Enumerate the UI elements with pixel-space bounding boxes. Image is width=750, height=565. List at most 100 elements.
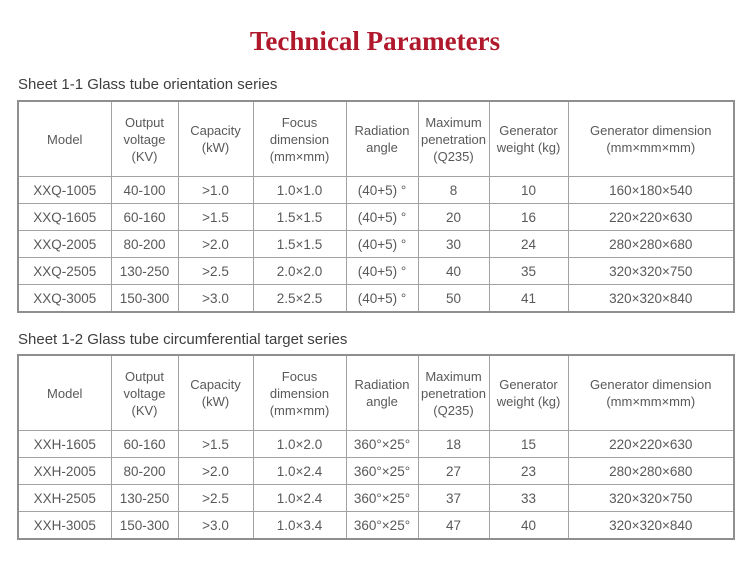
- page: Technical Parameters Sheet 1-1 Glass tub…: [0, 26, 750, 540]
- header-row: Model Output voltage (KV) Capacity (kW) …: [17, 354, 735, 431]
- cell-model: XXH-2505: [17, 484, 112, 512]
- cell-output-voltage: 130-250: [110, 484, 179, 512]
- cell-radiation-angle: 360°×25°: [345, 430, 419, 458]
- table-body: XXQ-1005 40-100 >1.0 1.0×1.0 (40+5) ° 8 …: [17, 176, 735, 313]
- cell-capacity: >2.0: [177, 230, 254, 258]
- table-body: XXH-1605 60-160 >1.5 1.0×2.0 360°×25° 18…: [17, 430, 735, 540]
- cell-radiation-angle: 360°×25°: [345, 484, 419, 512]
- cell-radiation-angle: (40+5) °: [345, 284, 419, 313]
- cell-capacity: >3.0: [177, 284, 254, 313]
- table-row: XXH-3005 150-300 >3.0 1.0×3.4 360°×25° 4…: [17, 511, 735, 540]
- page-title: Technical Parameters: [249, 26, 501, 56]
- cell-radiation-angle: (40+5) °: [345, 230, 419, 258]
- cell-generator-dimension: 280×280×680: [567, 230, 735, 258]
- cell-capacity: >1.0: [177, 176, 254, 204]
- cell-focus-dimension: 1.0×2.4: [252, 484, 347, 512]
- cell-model: XXH-1605: [17, 430, 112, 458]
- cell-capacity: >3.0: [177, 511, 254, 540]
- sheet-1-1-heading: Sheet 1-1 Glass tube orientation series: [18, 76, 278, 93]
- cell-generator-weight: 33: [488, 484, 569, 512]
- cell-focus-dimension: 1.0×2.4: [252, 457, 347, 485]
- cell-capacity: >1.5: [177, 203, 254, 231]
- cell-capacity: >2.5: [177, 484, 254, 512]
- col-header-generator-dimension: Generator dimension (mm×mm×mm): [567, 354, 735, 431]
- cell-capacity: >1.5: [177, 430, 254, 458]
- cell-output-voltage: 80-200: [110, 230, 179, 258]
- cell-capacity: >2.0: [177, 457, 254, 485]
- cell-focus-dimension: 2.5×2.5: [252, 284, 347, 313]
- cell-generator-weight: 23: [488, 457, 569, 485]
- table-row: XXQ-2505 130-250 >2.5 2.0×2.0 (40+5) ° 4…: [17, 257, 735, 285]
- table-row: XXQ-1005 40-100 >1.0 1.0×1.0 (40+5) ° 8 …: [17, 176, 735, 204]
- cell-generator-dimension: 220×220×630: [567, 203, 735, 231]
- col-header-radiation-angle: Radiation angle: [345, 100, 419, 177]
- cell-output-voltage: 150-300: [110, 511, 179, 540]
- cell-focus-dimension: 2.0×2.0: [252, 257, 347, 285]
- cell-focus-dimension: 1.0×2.0: [252, 430, 347, 458]
- cell-max-penetration: 40: [417, 257, 490, 285]
- glass-tube-circumferential-table: Model Output voltage (KV) Capacity (kW) …: [17, 354, 735, 540]
- cell-capacity: >2.5: [177, 257, 254, 285]
- cell-model: XXH-3005: [17, 511, 112, 540]
- cell-focus-dimension: 1.0×3.4: [252, 511, 347, 540]
- table-row: XXQ-1605 60-160 >1.5 1.5×1.5 (40+5) ° 20…: [17, 203, 735, 231]
- cell-generator-dimension: 320×320×750: [567, 484, 735, 512]
- cell-generator-dimension: 280×280×680: [567, 457, 735, 485]
- cell-output-voltage: 130-250: [110, 257, 179, 285]
- cell-model: XXH-2005: [17, 457, 112, 485]
- cell-radiation-angle: 360°×25°: [345, 457, 419, 485]
- col-header-capacity: Capacity (kW): [177, 354, 254, 431]
- col-header-focus-dimension: Focus dimension (mm×mm): [252, 100, 347, 177]
- cell-generator-dimension: 320×320×750: [567, 257, 735, 285]
- cell-radiation-angle: (40+5) °: [345, 257, 419, 285]
- cell-model: XXQ-1605: [17, 203, 112, 231]
- cell-generator-weight: 41: [488, 284, 569, 313]
- cell-generator-dimension: 220×220×630: [567, 430, 735, 458]
- col-header-generator-weight: Generator weight (kg): [488, 100, 569, 177]
- col-header-radiation-angle: Radiation angle: [345, 354, 419, 431]
- table-row: XXQ-2005 80-200 >2.0 1.5×1.5 (40+5) ° 30…: [17, 230, 735, 258]
- glass-tube-orientation-table: Model Output voltage (KV) Capacity (kW) …: [17, 100, 735, 313]
- cell-model: XXQ-1005: [17, 176, 112, 204]
- cell-focus-dimension: 1.5×1.5: [252, 230, 347, 258]
- section-sheet-1-1: Sheet 1-1 Glass tube orientation series …: [0, 76, 750, 313]
- cell-generator-dimension: 320×320×840: [567, 284, 735, 313]
- cell-radiation-angle: (40+5) °: [345, 203, 419, 231]
- cell-max-penetration: 50: [417, 284, 490, 313]
- cell-max-penetration: 37: [417, 484, 490, 512]
- table-header: Model Output voltage (KV) Capacity (kW) …: [17, 354, 735, 431]
- cell-output-voltage: 40-100: [110, 176, 179, 204]
- col-header-max-penetration: Maximum penetration (Q235): [417, 100, 490, 177]
- cell-generator-dimension: 160×180×540: [567, 176, 735, 204]
- cell-generator-weight: 10: [488, 176, 569, 204]
- cell-max-penetration: 47: [417, 511, 490, 540]
- cell-max-penetration: 8: [417, 176, 490, 204]
- header-row: Model Output voltage (KV) Capacity (kW) …: [17, 100, 735, 177]
- cell-max-penetration: 30: [417, 230, 490, 258]
- col-header-output-voltage: Output voltage (KV): [110, 100, 179, 177]
- cell-max-penetration: 20: [417, 203, 490, 231]
- table-row: XXH-1605 60-160 >1.5 1.0×2.0 360°×25° 18…: [17, 430, 735, 458]
- table-header: Model Output voltage (KV) Capacity (kW) …: [17, 100, 735, 177]
- col-header-generator-dimension: Generator dimension (mm×mm×mm): [567, 100, 735, 177]
- col-header-capacity: Capacity (kW): [177, 100, 254, 177]
- table-row: XXH-2505 130-250 >2.5 1.0×2.4 360°×25° 3…: [17, 484, 735, 512]
- col-header-max-penetration: Maximum penetration (Q235): [417, 354, 490, 431]
- cell-model: XXQ-3005: [17, 284, 112, 313]
- cell-model: XXQ-2505: [17, 257, 112, 285]
- col-header-model: Model: [17, 100, 112, 177]
- cell-focus-dimension: 1.0×1.0: [252, 176, 347, 204]
- cell-max-penetration: 27: [417, 457, 490, 485]
- cell-output-voltage: 80-200: [110, 457, 179, 485]
- cell-output-voltage: 60-160: [110, 203, 179, 231]
- cell-generator-weight: 15: [488, 430, 569, 458]
- cell-generator-weight: 40: [488, 511, 569, 540]
- cell-generator-weight: 16: [488, 203, 569, 231]
- table-row: XXQ-3005 150-300 >3.0 2.5×2.5 (40+5) ° 5…: [17, 284, 735, 313]
- cell-output-voltage: 60-160: [110, 430, 179, 458]
- cell-generator-dimension: 320×320×840: [567, 511, 735, 540]
- cell-radiation-angle: (40+5) °: [345, 176, 419, 204]
- sheet-1-2-heading: Sheet 1-2 Glass tube circumferential tar…: [18, 331, 348, 348]
- table-row: XXH-2005 80-200 >2.0 1.0×2.4 360°×25° 27…: [17, 457, 735, 485]
- cell-model: XXQ-2005: [17, 230, 112, 258]
